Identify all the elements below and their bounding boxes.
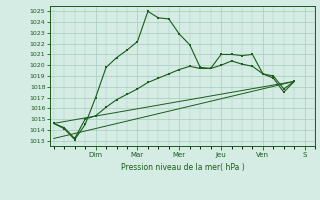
X-axis label: Pression niveau de la mer( hPa ): Pression niveau de la mer( hPa ): [121, 163, 244, 172]
